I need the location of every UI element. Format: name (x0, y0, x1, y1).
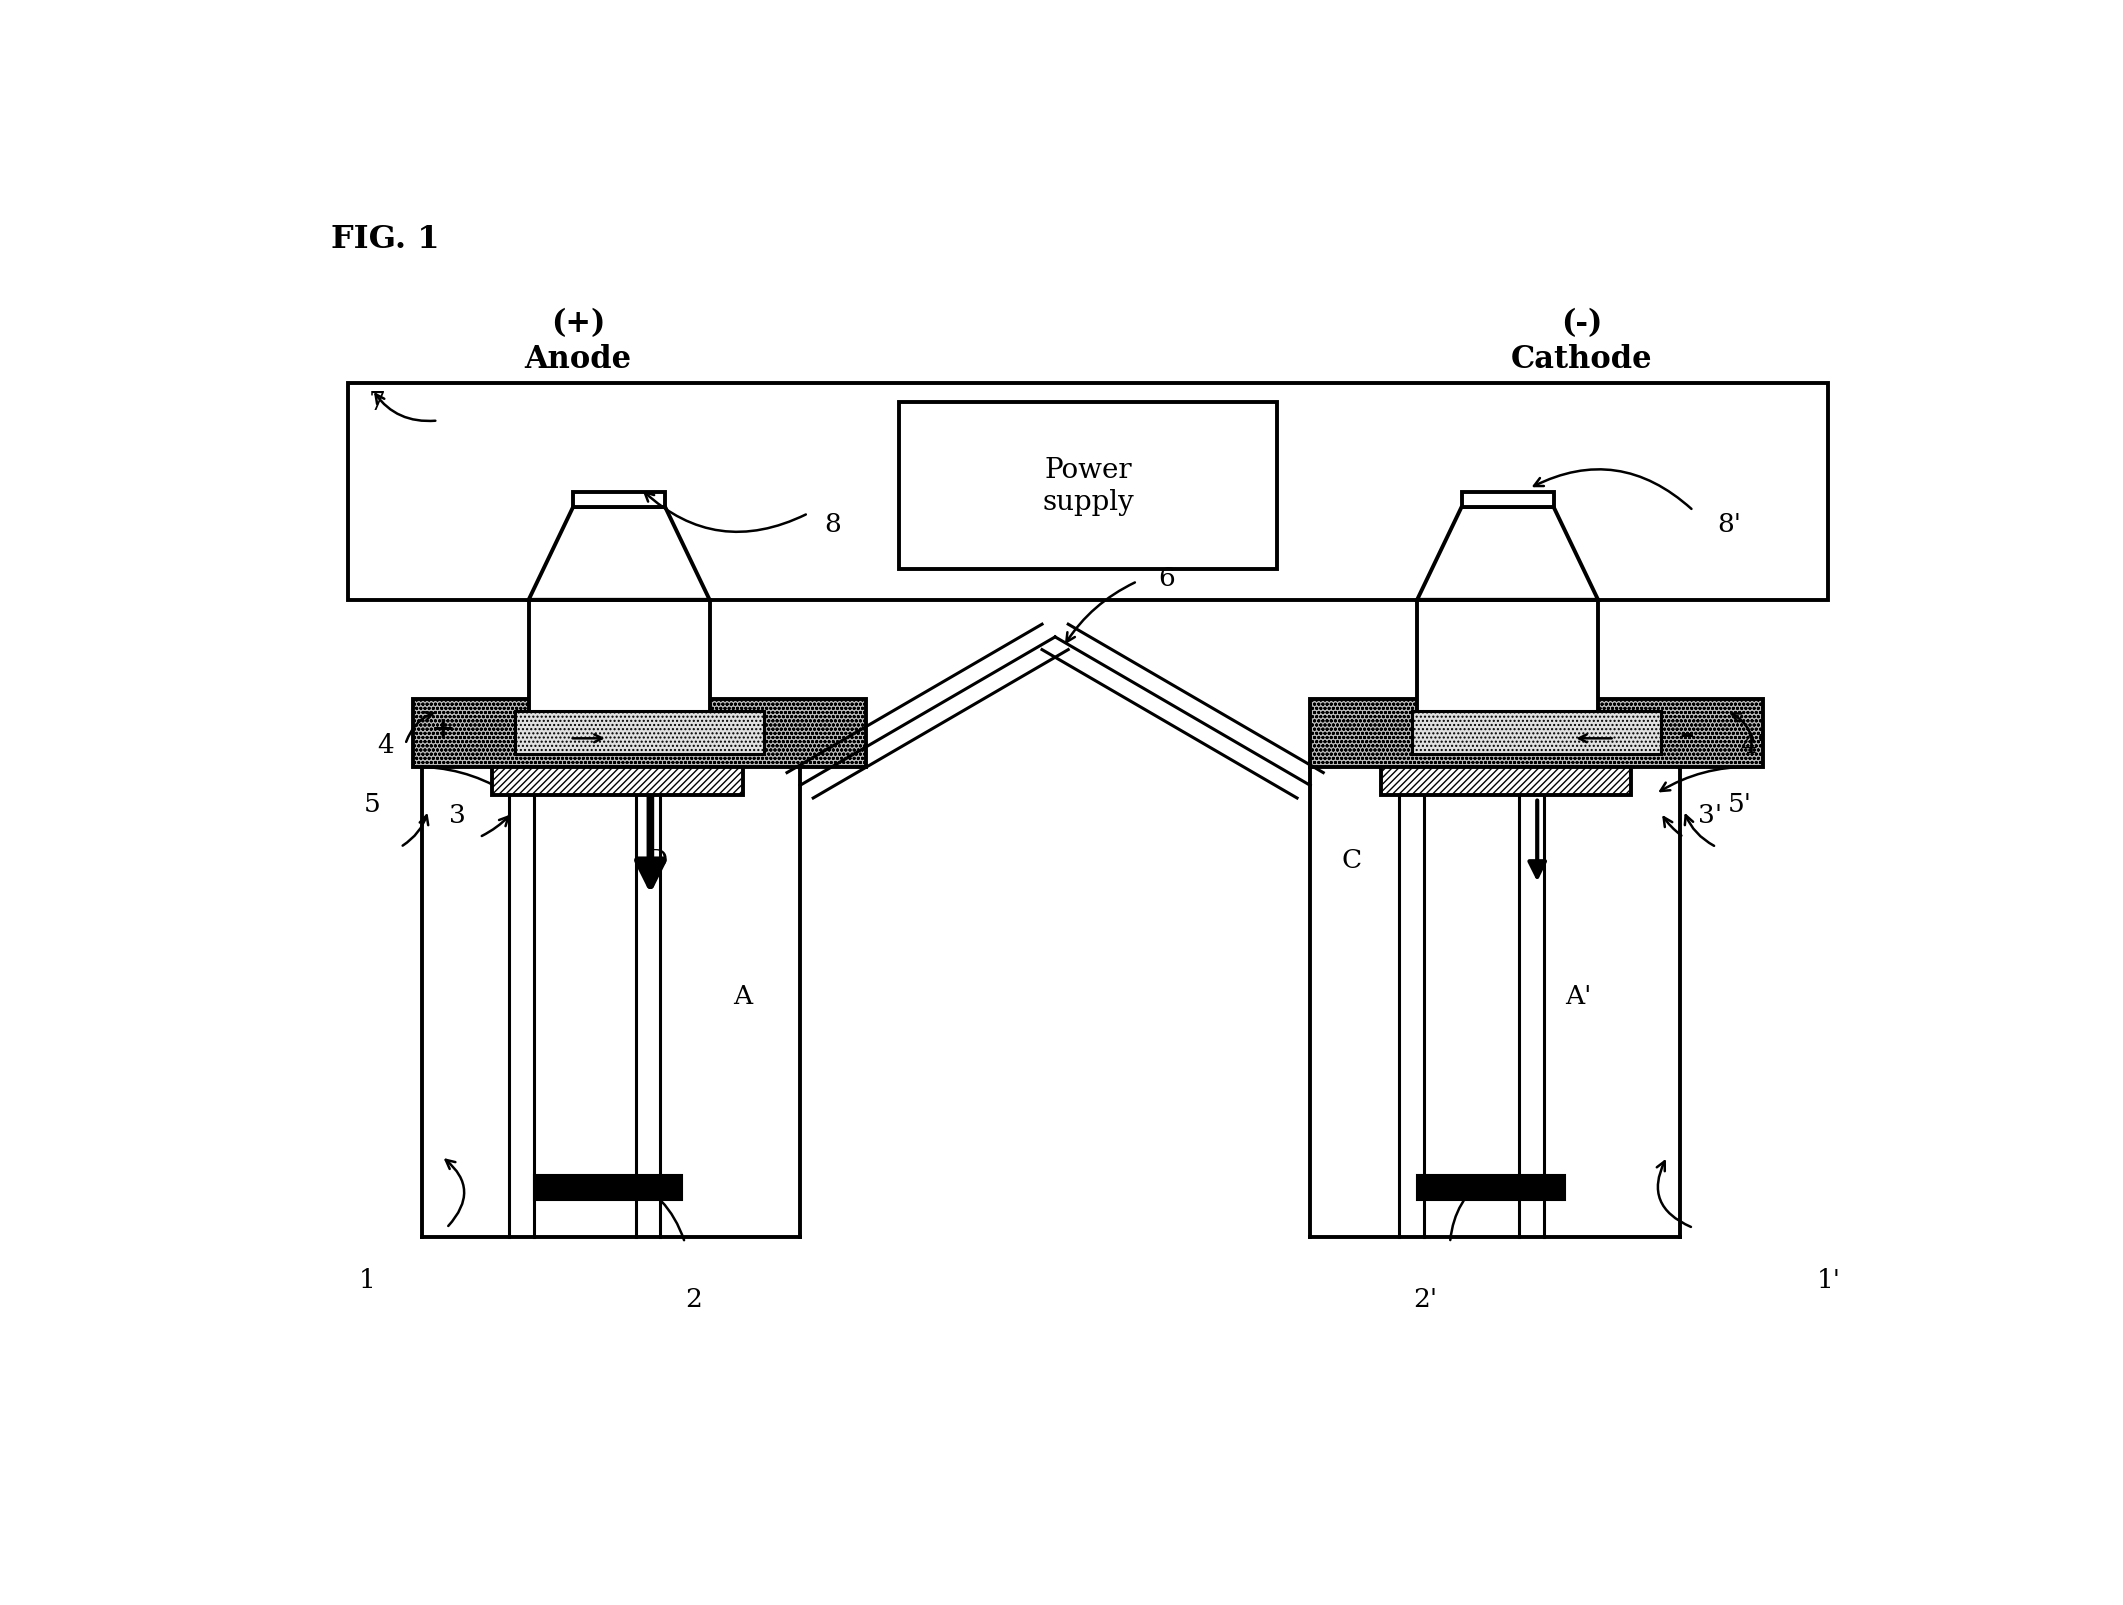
Bar (1418, 1175, 1565, 1201)
Bar (1310, 700, 1762, 767)
Bar (516, 711, 764, 754)
Text: A': A' (1565, 984, 1592, 1008)
Polygon shape (1418, 507, 1599, 600)
Bar (573, 493, 664, 507)
Text: 8': 8' (1718, 512, 1741, 536)
Text: –: – (1679, 719, 1694, 748)
Text: 3': 3' (1698, 802, 1722, 828)
Bar (1418, 600, 1599, 730)
Bar (493, 767, 743, 796)
Bar (898, 403, 1278, 570)
Text: C: C (1342, 847, 1361, 873)
Text: FIG. 1: FIG. 1 (331, 223, 439, 255)
Polygon shape (529, 507, 709, 600)
Bar (1461, 493, 1554, 507)
Text: A: A (732, 984, 752, 1008)
Bar (1412, 711, 1660, 754)
Bar (1380, 767, 1630, 796)
Bar (533, 1175, 681, 1201)
Text: 4: 4 (378, 732, 395, 758)
Text: Power
supply: Power supply (1042, 457, 1134, 515)
Bar (348, 384, 1828, 600)
Text: (-)
Cathode: (-) Cathode (1512, 308, 1652, 374)
Text: 1': 1' (1817, 1268, 1841, 1292)
Text: 2': 2' (1414, 1286, 1437, 1311)
Text: 8: 8 (824, 512, 841, 536)
Text: +: + (431, 714, 454, 743)
Text: 1: 1 (359, 1268, 376, 1292)
Text: D: D (645, 847, 667, 873)
Bar (529, 600, 709, 730)
Text: 5': 5' (1728, 791, 1751, 817)
Text: (+)
Anode: (+) Anode (524, 308, 631, 374)
Text: 5: 5 (363, 791, 380, 817)
Text: 4': 4' (1741, 732, 1764, 758)
Bar (414, 700, 866, 767)
Text: 7: 7 (369, 390, 386, 416)
Text: 3: 3 (450, 802, 467, 828)
Text: 6: 6 (1159, 565, 1176, 591)
Text: 2: 2 (686, 1286, 701, 1311)
